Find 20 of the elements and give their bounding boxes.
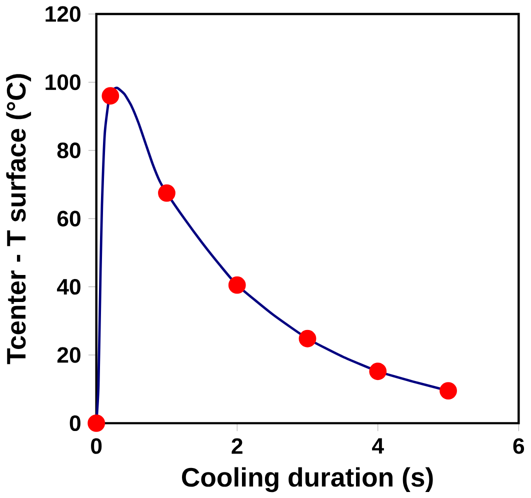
y-tick-label: 120 [46, 6, 80, 22]
x-axis-title: Cooling duration (s) [182, 467, 433, 492]
x-tick-label: 4 [372, 438, 384, 454]
point [158, 184, 176, 202]
x-tick-label: 0 [91, 438, 102, 454]
point [298, 330, 316, 348]
x-tick-label: 6 [513, 438, 524, 454]
y-axis-title: Tcenter - T surface (°C) [6, 74, 32, 364]
point [88, 414, 106, 432]
point [440, 382, 457, 400]
y-tick-label: 80 [57, 142, 80, 158]
point [102, 87, 120, 104]
y-tick-label: 100 [46, 74, 80, 90]
point [228, 276, 246, 294]
point [369, 362, 387, 380]
y-tick-label: 20 [57, 346, 80, 363]
y-tick-label: 0 [70, 415, 80, 431]
y-tick-label: 40 [56, 278, 80, 294]
y-tick-label: 60 [57, 210, 80, 226]
x-tick-label: 2 [232, 438, 242, 454]
